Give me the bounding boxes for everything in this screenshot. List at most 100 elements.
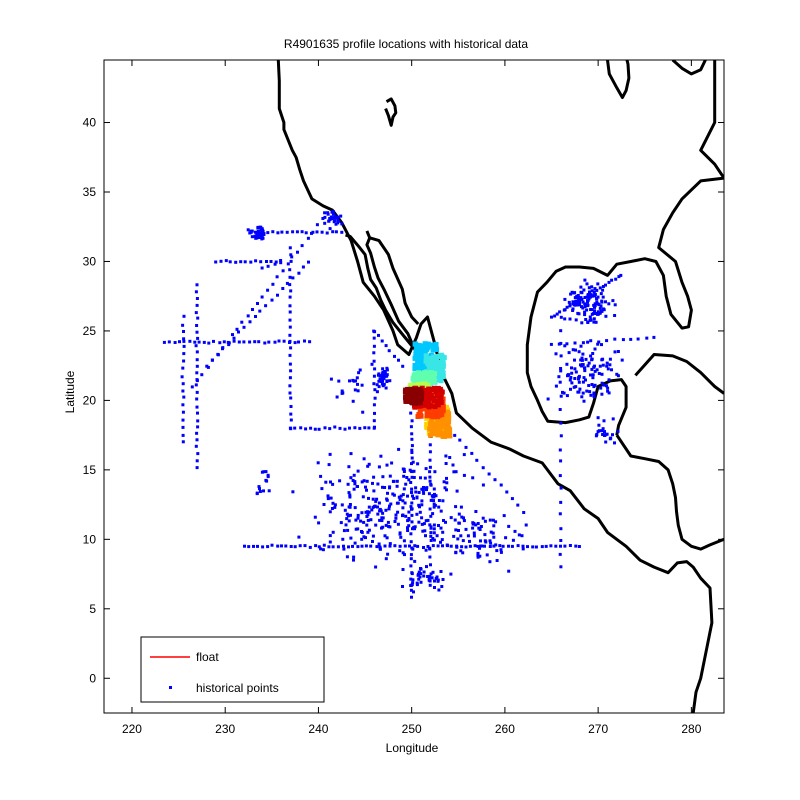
historical-point <box>418 575 422 579</box>
historical-point <box>605 339 609 343</box>
historical-point <box>584 318 588 321</box>
historical-point <box>437 505 441 509</box>
historical-point <box>575 301 579 305</box>
historical-point <box>288 304 292 308</box>
float-profile-point <box>418 389 424 395</box>
historical-point <box>398 549 402 553</box>
historical-point <box>445 481 449 485</box>
historical-point <box>364 536 367 540</box>
historical-point <box>577 377 580 381</box>
historical-point <box>501 544 505 548</box>
historical-point <box>433 503 437 507</box>
historical-point <box>403 553 406 557</box>
historical-point <box>375 497 379 501</box>
historical-point <box>333 219 336 223</box>
float-profile-point <box>429 361 435 367</box>
historical-point <box>264 478 268 482</box>
historical-point <box>232 336 236 340</box>
historical-point <box>494 543 498 547</box>
historical-point <box>180 375 184 379</box>
historical-point <box>207 341 211 345</box>
historical-point <box>549 544 553 548</box>
historical-point <box>617 275 621 279</box>
historical-point <box>379 454 383 458</box>
historical-point <box>197 340 201 344</box>
historical-point <box>274 260 278 264</box>
float-profile-point <box>437 431 443 437</box>
historical-point <box>445 476 448 480</box>
historical-point <box>330 217 334 221</box>
historical-point <box>387 507 391 511</box>
historical-point <box>384 557 388 561</box>
historical-point <box>510 544 514 548</box>
historical-point <box>604 314 608 318</box>
historical-point <box>605 384 608 388</box>
historical-point <box>195 364 199 368</box>
historical-point <box>337 379 341 383</box>
historical-point <box>652 335 656 339</box>
float-profile-point <box>424 415 430 421</box>
historical-point <box>332 216 336 220</box>
historical-point <box>580 297 584 301</box>
float-profile-point <box>424 365 429 370</box>
historical-point <box>569 376 573 379</box>
historical-point <box>426 575 430 578</box>
historical-point <box>394 516 398 520</box>
historical-point <box>558 448 562 452</box>
historical-point <box>589 373 592 377</box>
historical-point <box>592 365 596 369</box>
historical-point <box>412 496 416 500</box>
float-profile-point <box>437 398 443 404</box>
historical-point <box>602 383 606 387</box>
historical-point <box>476 522 480 525</box>
float-profile-point <box>436 354 442 360</box>
historical-point <box>322 543 326 547</box>
float-profile-point <box>408 386 414 392</box>
float-profile-point <box>433 410 439 415</box>
historical-point <box>384 523 388 527</box>
historical-point <box>356 545 360 549</box>
float-profile-point <box>419 375 425 381</box>
historical-point <box>619 273 623 277</box>
historical-point <box>590 289 594 293</box>
historical-point <box>421 490 425 494</box>
x-tick-label: 240 <box>308 722 328 736</box>
historical-point <box>257 485 261 489</box>
historical-point <box>427 578 431 582</box>
historical-point <box>577 374 581 378</box>
historical-point <box>348 505 352 509</box>
historical-point <box>327 219 331 223</box>
historical-point <box>334 222 338 226</box>
historical-point <box>321 217 325 220</box>
historical-point <box>328 540 332 544</box>
historical-point <box>356 485 359 488</box>
historical-point <box>257 235 261 239</box>
historical-point <box>258 487 261 491</box>
historical-point <box>377 501 381 505</box>
historical-point <box>365 515 369 518</box>
historical-point <box>446 544 449 548</box>
historical-point <box>329 377 333 381</box>
historical-point <box>468 544 472 548</box>
historical-point <box>420 487 424 491</box>
historical-point <box>594 320 598 324</box>
historical-point <box>460 515 464 519</box>
historical-point <box>226 340 230 344</box>
historical-point <box>367 462 371 466</box>
historical-point <box>426 545 430 548</box>
historical-point <box>565 394 569 398</box>
float-profile-point <box>447 427 453 433</box>
float-profile-point <box>431 379 437 384</box>
historical-point <box>289 369 293 373</box>
historical-point <box>590 367 594 371</box>
historical-point <box>608 437 612 441</box>
historical-point <box>386 552 390 556</box>
historical-point <box>474 523 478 527</box>
historical-point <box>417 577 421 581</box>
float-profile-point <box>429 357 435 363</box>
historical-point <box>471 476 475 480</box>
float-profile-point <box>417 382 422 388</box>
float-profile-point <box>442 420 448 426</box>
historical-point <box>353 482 357 486</box>
historical-point <box>429 572 433 576</box>
